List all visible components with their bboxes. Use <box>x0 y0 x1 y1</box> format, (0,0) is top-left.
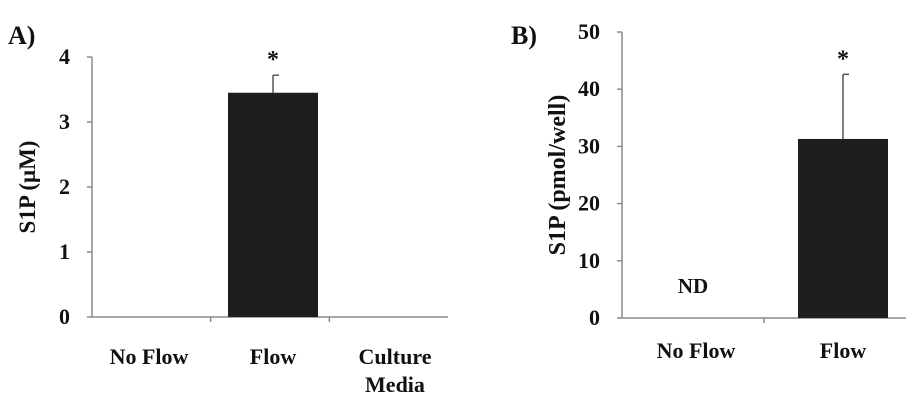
category-label-line: No Flow <box>657 338 736 363</box>
y-tick-label-b-4: 40 <box>578 76 600 101</box>
category-label-line: Media <box>365 372 425 397</box>
panel-b: B) S1P (pmol/well) 0 10 20 30 40 50 ND No Flow * Fl… <box>511 19 906 363</box>
y-tick-label-b-3: 30 <box>578 133 600 158</box>
y-axis-title-a: S1P (μM) <box>15 141 40 234</box>
panel-a: A) S1P (μM) 0 1 2 3 4 No Flow * Flow Culture Media <box>8 21 448 397</box>
y-tick-label-b-0: 0 <box>589 305 600 330</box>
y-tick-label-a-2: 2 <box>59 174 70 199</box>
category-label-line: No Flow <box>110 344 189 369</box>
category-label-line: Flow <box>250 344 297 369</box>
category-label-a-1: Flow <box>250 344 297 369</box>
category-label-line: Flow <box>820 338 867 363</box>
y-tick-label-a-1: 1 <box>59 239 70 264</box>
category-label-b-0: No Flow <box>657 338 736 363</box>
significance-marker-b-1: * <box>837 46 849 72</box>
bar-a-1 <box>228 92 318 317</box>
panel-label-b: B) <box>511 21 537 50</box>
y-axis-title-b: S1P (pmol/well) <box>545 95 571 256</box>
not-detected-label-b-0: ND <box>678 274 708 298</box>
y-tick-label-b-2: 20 <box>578 191 600 216</box>
y-tick-label-a-0: 0 <box>59 304 70 329</box>
y-tick-label-b-1: 10 <box>578 248 600 273</box>
category-label-a-0: No Flow <box>110 344 189 369</box>
panel-label-a: A) <box>8 21 35 50</box>
category-label-a-2: Culture Media <box>359 344 432 397</box>
significance-marker-a-1: * <box>267 47 279 73</box>
y-tick-label-a-4: 4 <box>59 44 70 69</box>
bar-b-1 <box>798 138 888 318</box>
category-label-line: Culture <box>359 344 432 369</box>
category-label-b-1: Flow <box>820 338 867 363</box>
y-tick-label-b-5: 50 <box>578 19 600 44</box>
y-tick-label-a-3: 3 <box>59 109 70 134</box>
